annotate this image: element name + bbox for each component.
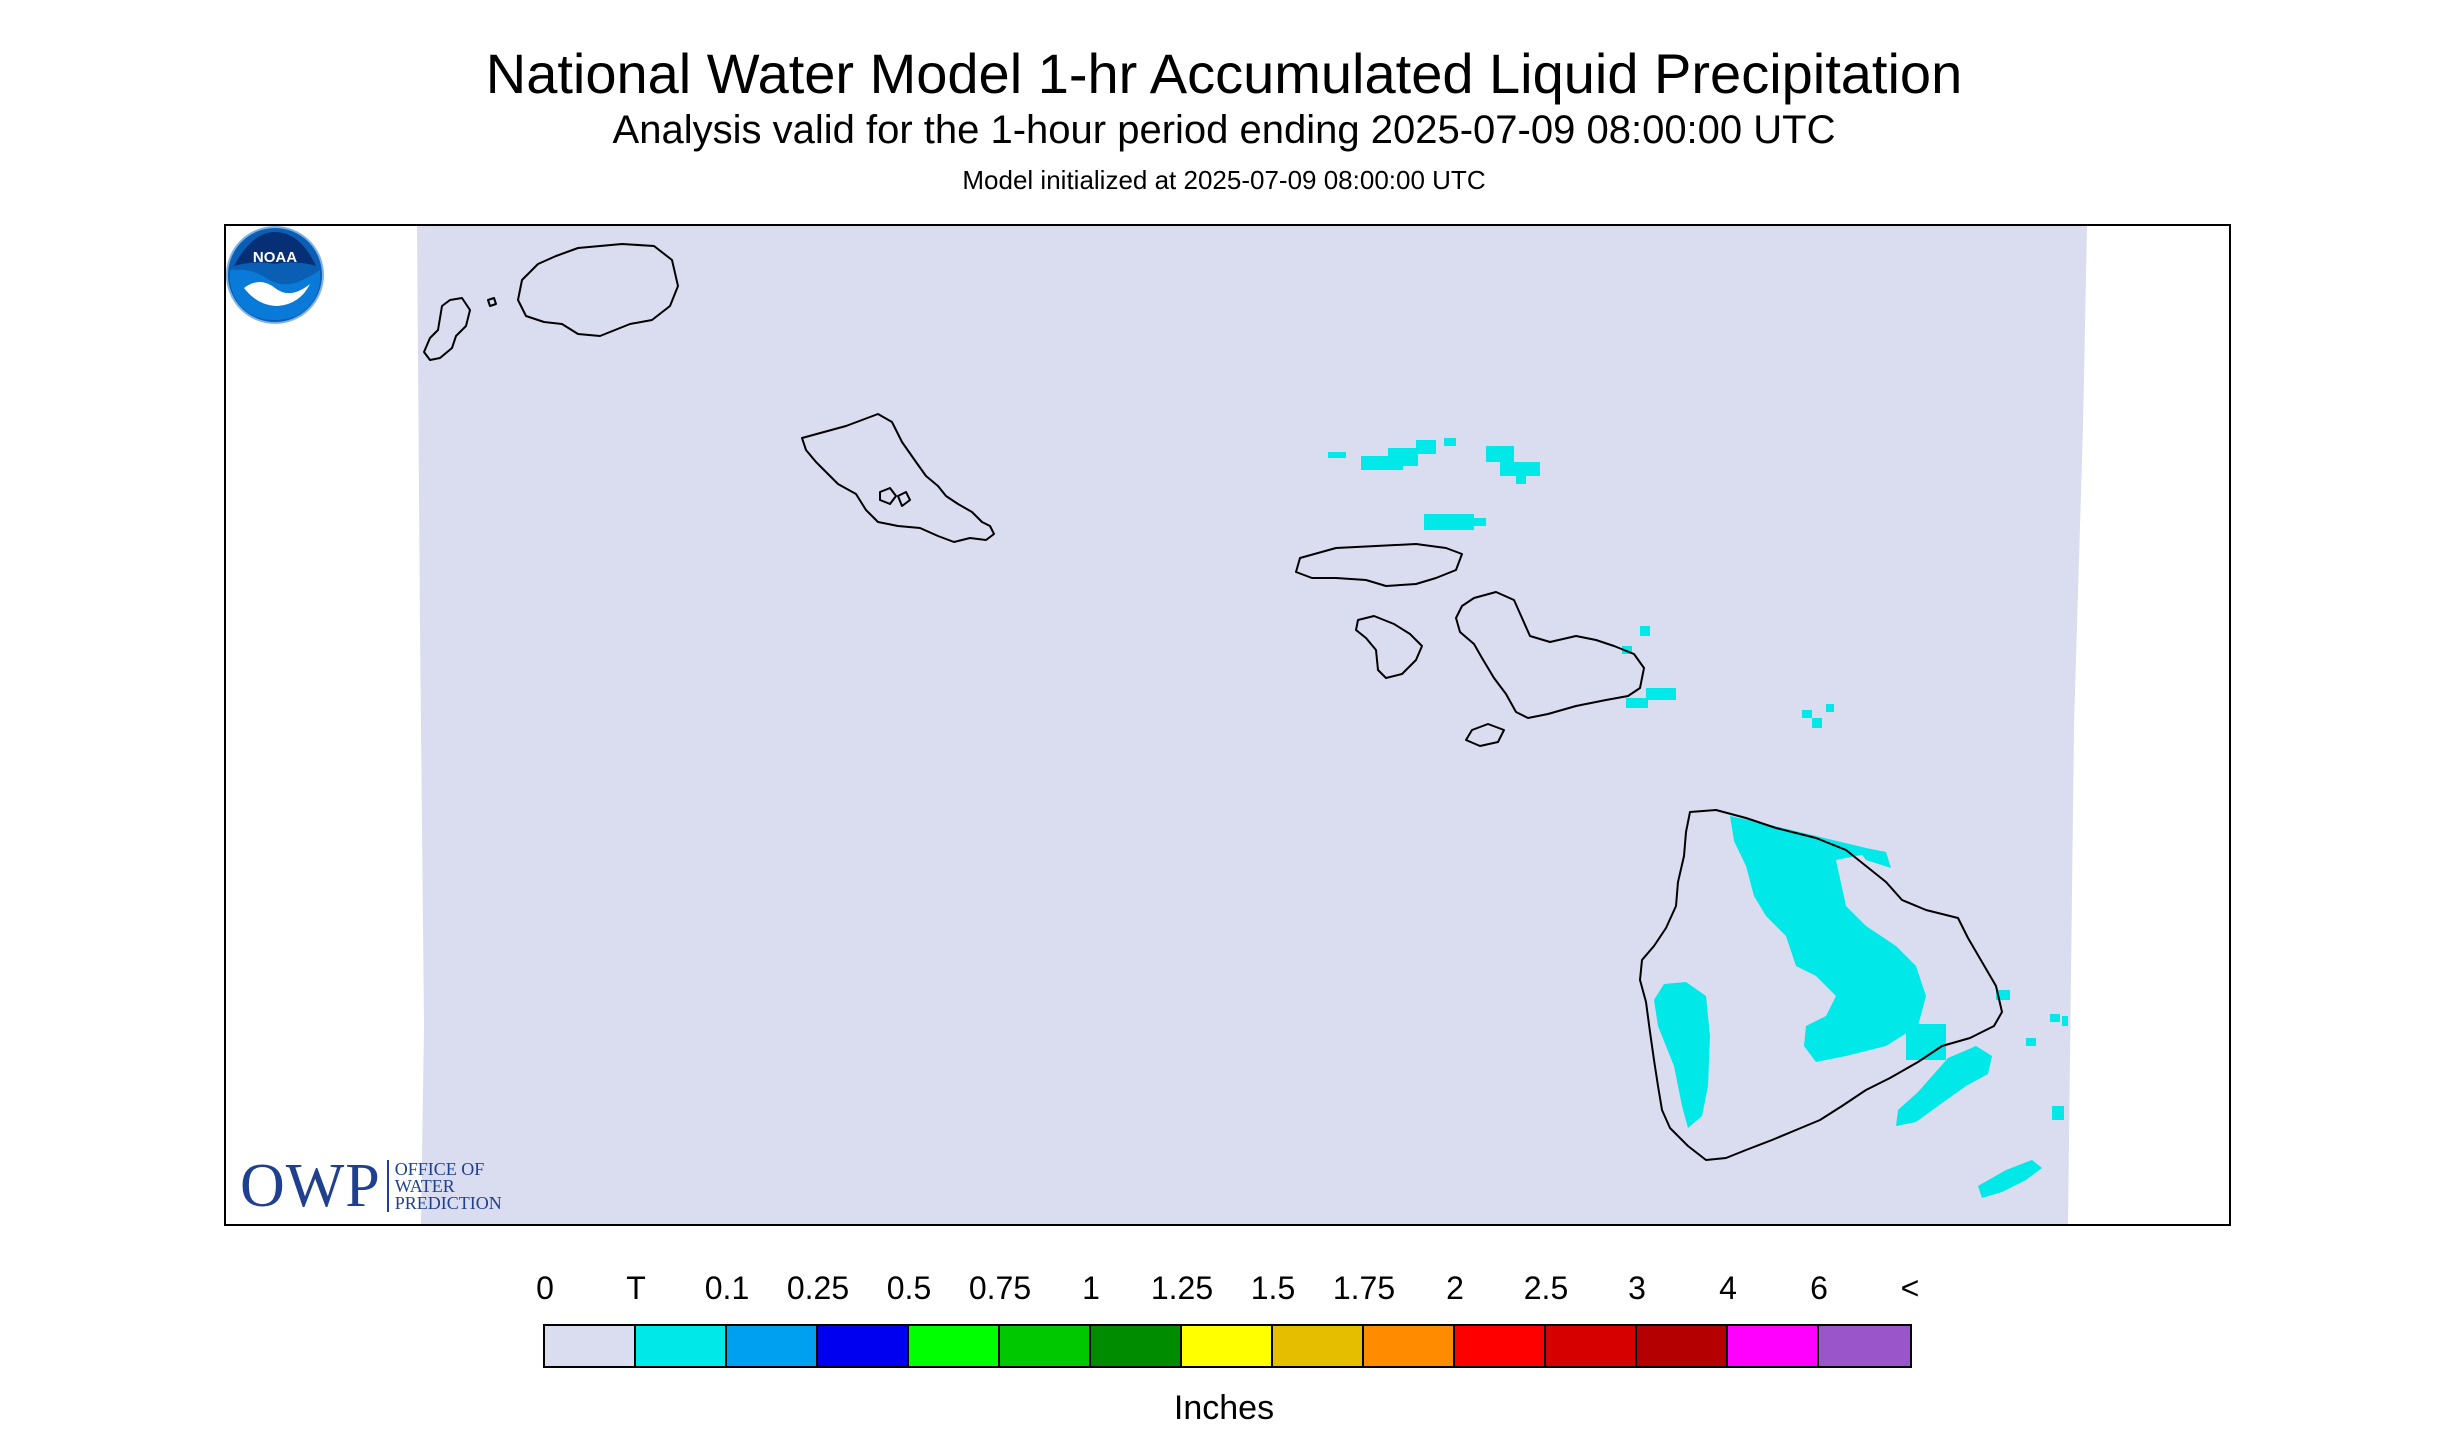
map-title: National Water Model 1-hr Accumulated Li… xyxy=(485,42,1963,105)
legend-swatch xyxy=(909,1326,1000,1366)
legend-label: 0.75 xyxy=(968,1270,1032,1306)
noaa-logo-text: NOAA xyxy=(253,249,297,266)
legend-label: 4 xyxy=(1719,1270,1737,1306)
island-coastlines xyxy=(423,243,2003,1161)
legend-swatch xyxy=(1091,1326,1182,1366)
coast-molokai xyxy=(1295,543,1463,587)
coast-kauai xyxy=(517,243,679,337)
map-canvas xyxy=(417,226,2087,1224)
legend-swatch xyxy=(1182,1326,1273,1366)
legend-label: 0.5 xyxy=(886,1270,932,1306)
precipitation-map: OWP OFFICE OF WATER PREDICTION NOAA xyxy=(224,224,2231,1226)
legend-swatch xyxy=(1000,1326,1091,1366)
legend-label: < xyxy=(1900,1270,1920,1306)
legend-swatch xyxy=(1546,1326,1637,1366)
model-domain xyxy=(417,226,2087,1224)
legend-swatch xyxy=(636,1326,727,1366)
legend-label: 0 xyxy=(536,1270,554,1306)
owp-logo-line3: PREDICTION xyxy=(394,1192,502,1213)
owp-logo-line1: OFFICE OF xyxy=(394,1158,485,1179)
owp-logo-divider xyxy=(386,1160,389,1212)
legend-label: 2.5 xyxy=(1523,1270,1569,1306)
map-subtitle: Analysis valid for the 1-hour period end… xyxy=(612,108,1836,152)
legend-swatch xyxy=(1455,1326,1546,1366)
legend-units: Inches xyxy=(1173,1389,1275,1427)
legend-label: 1.75 xyxy=(1332,1270,1396,1306)
legend-swatch xyxy=(818,1326,909,1366)
legend-label: T xyxy=(626,1270,646,1306)
legend-colorbar xyxy=(543,1324,1912,1368)
legend-labels: 0 T 0.1 0.25 0.5 0.75 1 1.25 1.5 1.75 2 2.5 3 4 6 < xyxy=(0,1268,2448,1308)
coast-oahu xyxy=(801,413,995,543)
owp-logo-line2: WATER xyxy=(394,1175,455,1196)
model-init-time: Model initialized at 2025-07-09 08:00:00… xyxy=(962,165,1486,195)
legend-swatch xyxy=(1728,1326,1819,1366)
legend-label: 0.25 xyxy=(786,1270,850,1306)
coast-lanai xyxy=(1355,615,1423,679)
legend-label: 0.1 xyxy=(704,1270,750,1306)
noaa-logo: NOAA xyxy=(226,226,324,324)
legend-label: 6 xyxy=(1810,1270,1828,1306)
legend-swatch xyxy=(727,1326,818,1366)
owp-logo: OWP OFFICE OF WATER PREDICTION xyxy=(240,1152,502,1220)
legend-label: 1 xyxy=(1082,1270,1100,1306)
legend-label: 2 xyxy=(1446,1270,1464,1306)
precipitation-areas xyxy=(1328,438,2068,1198)
legend-swatch xyxy=(1637,1326,1728,1366)
coast-kahoolawe xyxy=(1465,723,1505,747)
owp-logo-text: OFFICE OF WATER PREDICTION xyxy=(394,1158,502,1213)
owp-logo-letters: OWP xyxy=(240,1152,381,1220)
coast-hawaii xyxy=(1639,809,2003,1161)
noaa-logo-gull xyxy=(244,282,310,306)
coast-maui xyxy=(1455,591,1645,719)
legend-label: 3 xyxy=(1628,1270,1646,1306)
noaa-logo-upper xyxy=(234,232,316,266)
legend-swatch xyxy=(1819,1326,1910,1366)
legend-label: 1.5 xyxy=(1250,1270,1296,1306)
legend-label: 1.25 xyxy=(1150,1270,1214,1306)
legend-swatch xyxy=(1273,1326,1364,1366)
coast-niihau xyxy=(423,297,471,361)
pearl-harbor xyxy=(879,487,911,507)
coast-lehua xyxy=(487,297,497,307)
legend-swatch xyxy=(1364,1326,1455,1366)
legend-swatch xyxy=(545,1326,636,1366)
